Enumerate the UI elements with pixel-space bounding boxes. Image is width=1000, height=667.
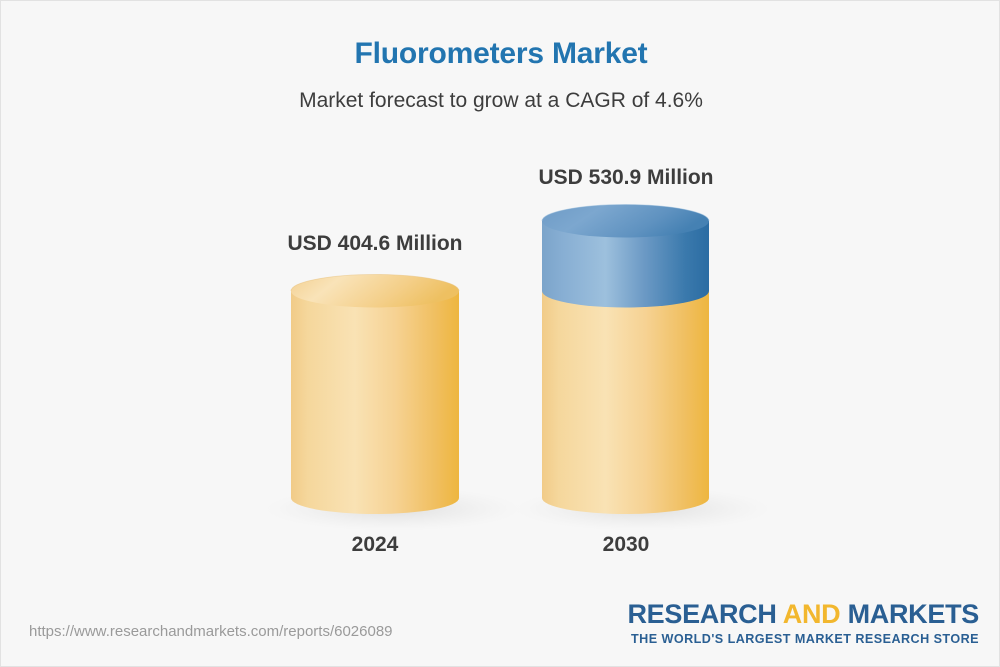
cylinder-2030-top — [542, 204, 709, 238]
cylinder-chart-svg — [265, 204, 771, 531]
logo-word-research: RESEARCH — [627, 599, 783, 629]
page-title: Fluorometers Market — [354, 37, 648, 70]
cylinder-2024-top-rim — [290, 274, 460, 292]
logo-wordmark: RESEARCH AND MARKETS — [627, 601, 979, 628]
value-label-2024: USD 404.6 Million — [287, 232, 463, 255]
category-label-2024: 2024 — [351, 533, 399, 556]
source-url[interactable]: https://www.researchandmarkets.com/repor… — [29, 623, 393, 640]
research-and-markets-logo[interactable]: RESEARCH AND MARKETS THE WORLD'S LARGEST… — [627, 601, 979, 646]
cylinder-2030-base-body — [542, 291, 709, 514]
page-subtitle: Market forecast to grow at a CAGR of 4.6… — [299, 89, 703, 112]
chart-plot-area: USD 404.6 Million USD 530.9 Million 2024… — [1, 1, 999, 601]
cylinder-2030-growth-body — [542, 221, 709, 308]
logo-word-and: AND — [782, 599, 841, 629]
logo-tagline: THE WORLD'S LARGEST MARKET RESEARCH STOR… — [631, 632, 979, 646]
value-label-2030: USD 530.9 Million — [538, 166, 714, 189]
cylinder-2024[interactable] — [290, 274, 460, 515]
cylinder-2024-body — [291, 291, 459, 514]
cylinder-2030-top-rim — [541, 204, 710, 222]
cylinder-2030[interactable] — [541, 204, 710, 515]
logo-word-markets: MARKETS — [840, 599, 980, 629]
category-label-2030: 2030 — [602, 533, 650, 556]
cylinder-2024-top — [291, 274, 459, 308]
